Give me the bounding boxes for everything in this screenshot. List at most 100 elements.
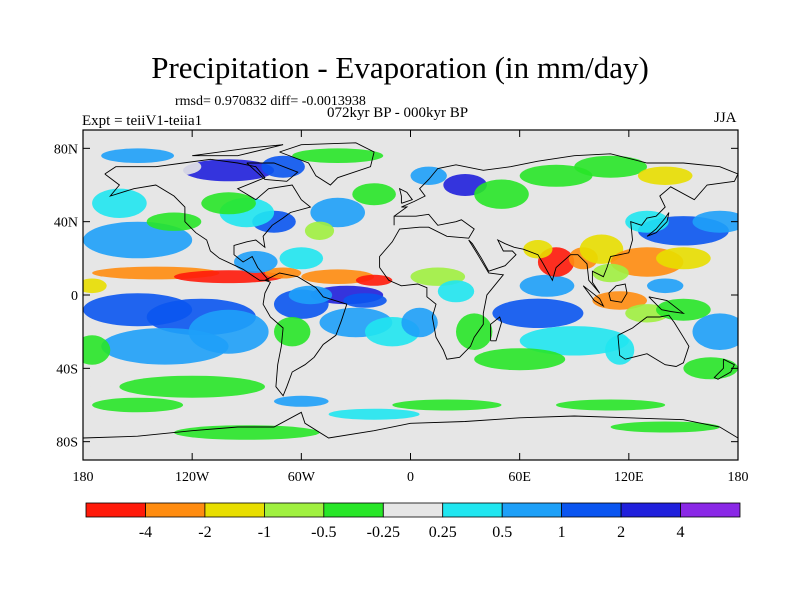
anomaly-region <box>292 148 384 163</box>
anomaly-region <box>304 221 335 240</box>
coastline-arctic-islands <box>192 144 284 157</box>
coastline-baffin <box>246 162 299 182</box>
colorbar-swatch <box>382 502 444 518</box>
anomaly-region <box>556 399 666 411</box>
lon-axis: 180 120W 60W 0 60E 120E 180 <box>73 130 749 485</box>
lon-tick-label: 120E <box>614 470 644 485</box>
anomaly-region <box>83 335 111 365</box>
lon-tick-label: 120W <box>175 470 210 485</box>
anomaly-region <box>592 291 647 310</box>
anomaly-region <box>410 166 447 185</box>
anomaly-region <box>392 399 502 411</box>
colorbar-swatch <box>680 502 741 518</box>
colorbar: -4 -2 -1 -0.5 -0.25 0.25 0.5 1 2 4 <box>85 502 741 541</box>
lat-tick-label: 40N <box>54 216 78 231</box>
colorbar-label: -4 <box>139 524 152 541</box>
colorbar-swatch <box>145 502 206 518</box>
anomaly-region <box>519 274 575 297</box>
colorbar-label: 0.25 <box>429 524 457 541</box>
coastline-madagascar <box>490 316 502 342</box>
anomaly-region <box>352 183 396 206</box>
anomaly-region <box>343 293 387 308</box>
anomaly-region <box>355 274 393 286</box>
colorbar-label: 1 <box>558 524 566 541</box>
anomaly-region <box>692 313 738 350</box>
anomaly-region <box>274 317 311 347</box>
anomaly-region <box>519 326 629 356</box>
coastline-japan <box>646 212 670 237</box>
anomaly-region <box>692 210 738 233</box>
lat-axis: 80N 40N 0 40S 80S <box>54 142 738 451</box>
colorbar-label: -1 <box>258 524 271 541</box>
coastline-new-guinea <box>648 296 686 314</box>
lon-tick-label: 60W <box>288 470 316 485</box>
lon-tick-label: 180 <box>728 470 749 485</box>
coastline-sumatra <box>582 285 605 308</box>
anomaly-region <box>437 280 475 303</box>
colorbar-label: 2 <box>617 524 625 541</box>
anomaly-region <box>605 335 635 365</box>
colorbar-swatch <box>204 502 265 518</box>
coastline-new-zealand <box>713 358 736 380</box>
coastline-uk <box>398 187 414 204</box>
colorbar-label: 4 <box>677 524 685 541</box>
anomaly-region <box>92 188 147 218</box>
anomaly-region <box>656 298 711 321</box>
lat-tick-label: 0 <box>71 289 78 304</box>
anomaly-region <box>523 240 553 259</box>
season-label: JJA <box>714 110 737 126</box>
coastline-indonesia-borneo <box>608 283 628 303</box>
anomaly-region <box>274 395 329 407</box>
colorbar-swatch <box>501 502 563 518</box>
anomaly-region <box>183 159 275 182</box>
anomaly-region <box>610 421 720 433</box>
colorbar-swatch <box>561 502 622 518</box>
lat-tick-label: 80N <box>54 142 78 157</box>
anomaly-region <box>174 270 284 284</box>
anomaly-region <box>234 251 278 273</box>
map-title: Precipitation - Evaporation (in mm/day) <box>151 50 649 85</box>
anomaly-region <box>328 408 420 420</box>
colorbar-swatch <box>263 502 325 518</box>
anomaly-region <box>92 397 184 413</box>
anomaly-region <box>101 148 174 163</box>
anomaly-region <box>474 179 529 209</box>
anomaly-region <box>101 328 229 365</box>
coastlines <box>83 142 738 439</box>
anomaly-region <box>83 278 107 294</box>
anomaly-region <box>592 263 629 283</box>
anomaly-region <box>279 247 324 270</box>
lon-tick-label: 0 <box>407 470 414 485</box>
precip-evap-field <box>83 130 738 460</box>
anomaly-region <box>656 247 711 270</box>
anomaly-region <box>301 269 375 285</box>
anomaly-region <box>410 421 557 433</box>
anomaly-region <box>288 285 333 305</box>
anomaly-region <box>119 375 265 398</box>
colorbar-swatch <box>620 502 681 518</box>
colorbar-swatch <box>323 502 384 518</box>
anomaly-region <box>492 298 584 328</box>
anomaly-region <box>519 164 593 187</box>
lon-tick-label: 60E <box>508 470 531 485</box>
coastline-north-america <box>104 158 312 281</box>
lat-tick-label: 80S <box>56 436 78 451</box>
colorbar-swatch <box>85 502 146 518</box>
colorbar-label: -0.5 <box>311 524 336 541</box>
anomaly-region <box>146 212 202 231</box>
colorbar-label: -0.25 <box>367 524 400 541</box>
anomaly-region <box>474 348 566 371</box>
colorbar-swatch <box>442 502 503 518</box>
coastline-south-america <box>262 272 348 397</box>
stats-line: rmsd= 0.970832 diff= -0.0013938 <box>175 94 366 109</box>
anomaly-region <box>456 313 493 351</box>
anomaly-region <box>201 192 256 215</box>
period-label: 072kyr BP - 000kyr BP <box>327 105 469 121</box>
anomaly-region <box>401 307 438 338</box>
anomaly-region <box>647 278 684 294</box>
experiment-label: Expt = teiiV1-teiia1 <box>82 113 203 129</box>
anomaly-region <box>83 221 193 259</box>
anomaly-region <box>574 155 647 178</box>
lon-tick-label: 180 <box>73 470 94 485</box>
